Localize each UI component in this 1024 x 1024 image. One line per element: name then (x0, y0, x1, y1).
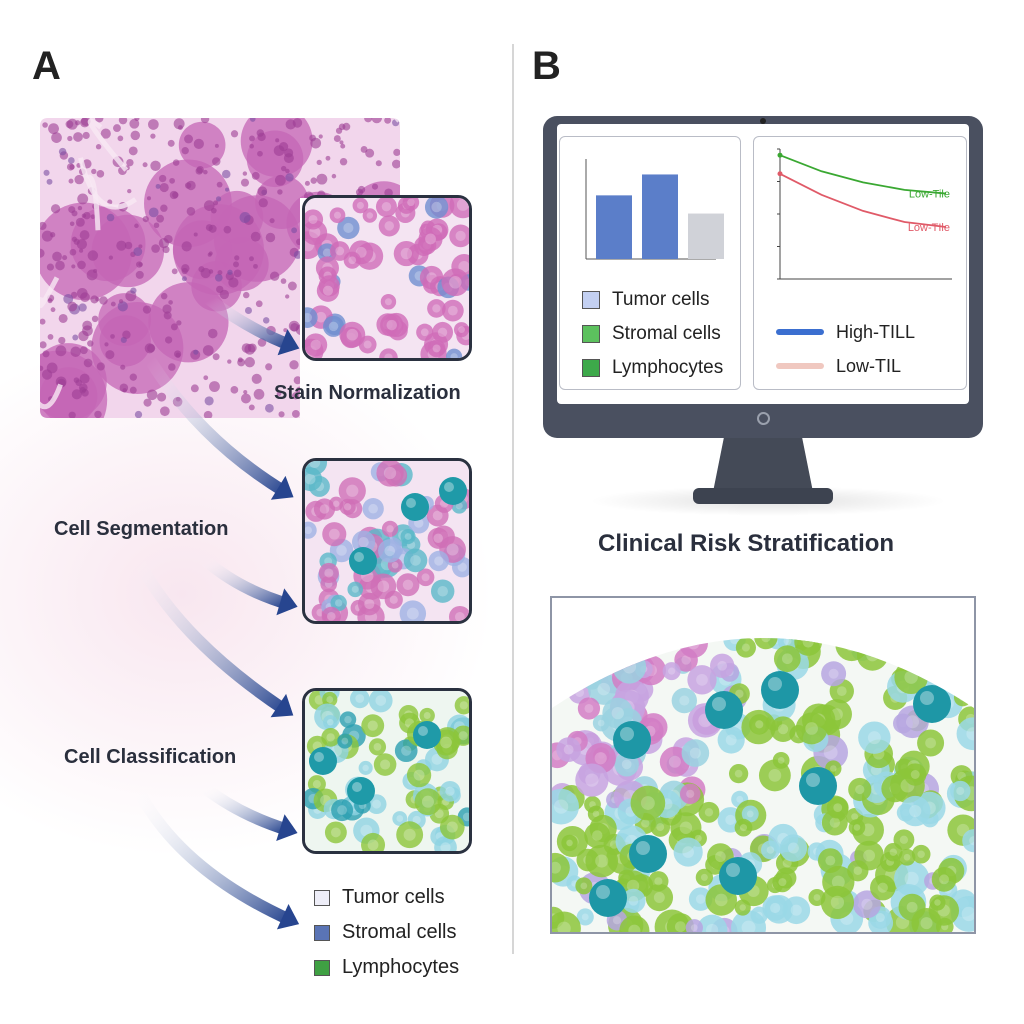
stain-normalization-label: Stain Normalization (274, 382, 461, 404)
cell-segmentation-tile (302, 458, 472, 624)
bar (688, 213, 724, 259)
pipeline-arrows (132, 294, 300, 930)
screen-legend-label: Stromal cells (612, 323, 721, 344)
series-label: Low-Tile (909, 189, 950, 201)
legend-item-lymphocytes: Lymphocytes (314, 950, 459, 985)
lymphocyte-swatch (582, 359, 600, 377)
cell-classification-tile (302, 688, 472, 854)
line-legend-label: High-TILL (836, 321, 916, 342)
screen-legend-item: Lymphocytes (582, 351, 723, 385)
lymphocyte-swatch (314, 959, 330, 976)
cell-type-legend: Tumor cells Stromal cells Lymphocytes (314, 880, 459, 985)
line-legend-label: Low-TIL (836, 355, 902, 376)
panel-b-label: B (532, 44, 561, 88)
cell-segmentation-label: Cell Segmentation (54, 518, 229, 540)
panel-divider (512, 44, 514, 954)
legend-label: Stromal cells (342, 921, 457, 943)
tumor-swatch (314, 889, 330, 906)
series-line (779, 172, 947, 228)
screen-legend-item: Stromal cells (582, 317, 723, 351)
line-legend: High-TILL Low-TIL (776, 315, 915, 383)
stromal-swatch (314, 924, 330, 941)
line-swatch (776, 329, 824, 335)
stain-normalization-tile (302, 195, 472, 361)
survival-chart: Low-Tile Low-TIle (777, 148, 952, 280)
bar (642, 174, 678, 259)
bar-chart-card: Tumor cells Stromal cells Lymphocytes (559, 136, 741, 390)
bar-chart (585, 159, 724, 260)
clinical-title: Clinical Risk Stratification (598, 530, 895, 557)
webcam-icon (760, 118, 766, 124)
line-legend-item: High-TILL (776, 315, 915, 349)
legend-label: Lymphocytes (342, 956, 460, 978)
monitor-screen: Tumor cells Stromal cells Lymphocytes Lo… (557, 124, 969, 404)
bar (596, 195, 632, 259)
legend-item-stromal: Stromal cells (314, 915, 459, 950)
power-button-icon (757, 412, 770, 425)
classified-tissue-view (550, 596, 976, 934)
line-legend-item: Low-TIL (776, 349, 915, 383)
stromal-swatch (582, 325, 600, 343)
cell-classification-label: Cell Classification (64, 746, 237, 768)
series-line (779, 154, 947, 195)
tumor-swatch (582, 291, 600, 309)
series-label: Low-TIle (908, 222, 950, 234)
legend-label: Tumor cells (342, 886, 445, 908)
screen-legend: Tumor cells Stromal cells Lymphocytes (582, 283, 723, 385)
screen-legend-item: Tumor cells (582, 283, 723, 317)
screen-legend-label: Tumor cells (612, 289, 710, 310)
legend-item-tumor: Tumor cells (314, 880, 459, 915)
monitor: Tumor cells Stromal cells Lymphocytes Lo… (543, 116, 983, 438)
survival-chart-card: Low-Tile Low-TIle High-TILL Low-TIL (753, 136, 967, 390)
screen-legend-label: Lymphocytes (612, 357, 724, 378)
line-swatch (776, 363, 824, 369)
monitor-stand (693, 432, 833, 504)
panel-a-label: A (32, 44, 61, 88)
